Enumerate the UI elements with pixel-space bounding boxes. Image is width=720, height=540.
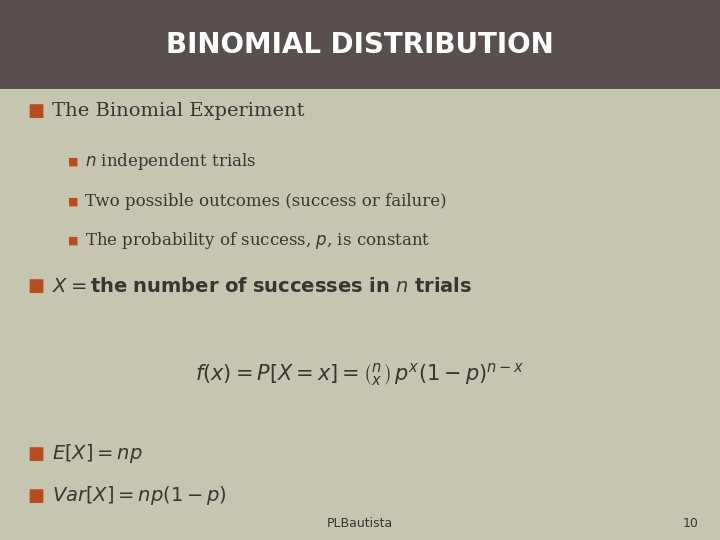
Text: ■: ■ <box>68 197 79 206</box>
Text: BINOMIAL DISTRIBUTION: BINOMIAL DISTRIBUTION <box>166 31 554 58</box>
Text: PLBautista: PLBautista <box>327 517 393 530</box>
Text: $f(x) = P[X = x] = \binom{n}{x}\,p^x(1-p)^{n-x}$: $f(x) = P[X = x] = \binom{n}{x}\,p^x(1-p… <box>195 362 525 389</box>
Text: The Binomial Experiment: The Binomial Experiment <box>52 102 305 120</box>
Text: Two possible outcomes (success or failure): Two possible outcomes (success or failur… <box>85 193 446 210</box>
Text: ■: ■ <box>27 487 45 505</box>
Text: $E[X] = np$: $E[X] = np$ <box>52 442 143 465</box>
Text: ■: ■ <box>68 236 79 246</box>
Text: 10: 10 <box>683 517 698 530</box>
Text: $n$ independent trials: $n$ independent trials <box>85 152 256 172</box>
Text: The probability of success, $p$, is constant: The probability of success, $p$, is cons… <box>85 231 431 251</box>
Text: ■: ■ <box>68 157 79 167</box>
Text: ■: ■ <box>27 444 45 463</box>
Text: $X = \mathbf{the\ number\ of\ successes\ in}\ n\ \mathbf{trials}$: $X = \mathbf{the\ number\ of\ successes\… <box>52 276 472 296</box>
Text: $Var[X] = np(1-p)$: $Var[X] = np(1-p)$ <box>52 484 227 507</box>
Text: ■: ■ <box>27 102 45 120</box>
Bar <box>0 0 720 89</box>
Text: ■: ■ <box>27 277 45 295</box>
